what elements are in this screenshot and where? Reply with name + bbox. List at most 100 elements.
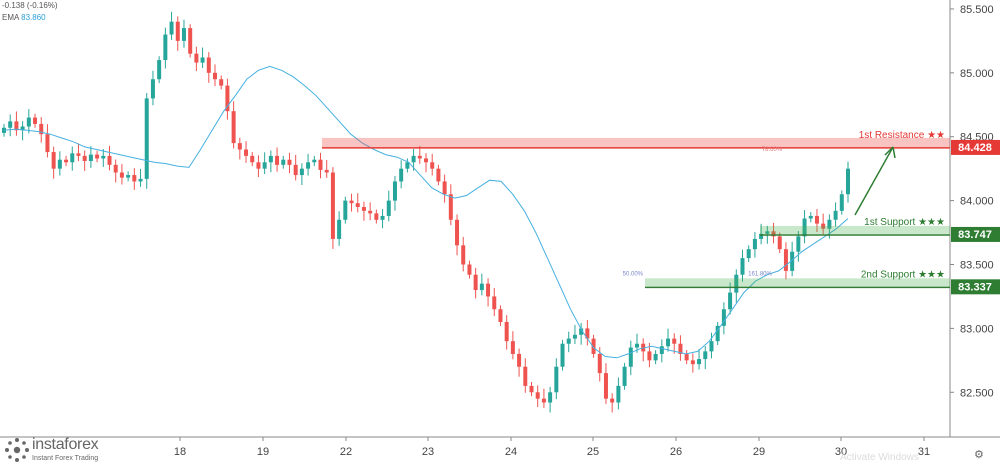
x-tick-label: 25 xyxy=(587,446,599,458)
candle-body xyxy=(374,213,379,220)
y-tick-label: 85.500 xyxy=(960,4,994,16)
candle-body xyxy=(33,117,38,124)
candle-body xyxy=(138,178,143,182)
candle-body xyxy=(622,366,627,386)
candle-body xyxy=(442,181,447,195)
candle-body xyxy=(57,159,62,169)
candle-body xyxy=(492,296,497,310)
candle-body xyxy=(765,231,770,234)
candle-body xyxy=(709,341,714,352)
candle-body xyxy=(318,159,323,170)
brand-name: instaforex xyxy=(32,436,99,453)
x-tick-label: 30 xyxy=(835,446,847,458)
projection-arrowhead xyxy=(884,146,896,159)
candle-body xyxy=(405,162,410,169)
candle-body xyxy=(163,34,168,61)
x-tick-label: 24 xyxy=(505,446,517,458)
candle-body xyxy=(678,343,683,354)
candle-body xyxy=(368,210,373,214)
candle-body xyxy=(603,373,608,399)
candle-body xyxy=(759,233,764,239)
candle-body xyxy=(70,153,75,163)
candle-body xyxy=(666,338,671,347)
candle-body xyxy=(287,159,292,165)
candle-body xyxy=(337,219,342,239)
candle-body xyxy=(498,309,503,322)
candle-body xyxy=(250,155,255,163)
candle-body xyxy=(548,392,553,403)
candle-body xyxy=(517,353,522,367)
candle-body xyxy=(808,215,813,219)
brand-logo: instaforex Instant Forex Trading xyxy=(4,436,124,464)
candle-body xyxy=(833,210,838,220)
candle-body xyxy=(95,154,100,159)
y-tick-label: 82.500 xyxy=(960,387,994,399)
candle-body xyxy=(690,360,695,365)
candle-body xyxy=(45,134,50,153)
candle-body xyxy=(244,149,249,156)
candle-body xyxy=(14,121,19,131)
candle-body xyxy=(88,154,93,161)
candle-body xyxy=(262,162,267,169)
candle-body xyxy=(703,351,708,360)
x-tick-label: 31 xyxy=(918,446,930,458)
candle-body xyxy=(225,85,230,112)
candle-body xyxy=(26,117,31,127)
candle-body xyxy=(188,28,193,54)
candle-body xyxy=(386,200,391,216)
settings-gear-icon[interactable]: ⚙ xyxy=(974,449,984,461)
candle-body xyxy=(653,353,658,361)
candle-body xyxy=(150,79,155,99)
candle-body xyxy=(752,238,757,250)
candle-body xyxy=(777,236,782,250)
candle-body xyxy=(399,168,404,182)
candle-body xyxy=(380,215,385,220)
candle-body xyxy=(684,353,689,361)
candle-body xyxy=(392,181,397,201)
fib-label: 78.60% xyxy=(762,147,783,153)
level-price-label: 84.428 xyxy=(958,142,992,154)
candle-body xyxy=(119,172,124,178)
candle-body xyxy=(616,385,621,403)
price-change-readout: -0.138 (-0.16%) xyxy=(2,1,58,11)
candle-body xyxy=(430,162,435,169)
candle-body xyxy=(486,283,491,297)
candle-body xyxy=(628,347,633,367)
candle-body xyxy=(355,203,360,207)
candle-body xyxy=(349,200,354,204)
fib-label: 50.00% xyxy=(623,271,644,277)
candle-body xyxy=(715,325,720,342)
candle-body xyxy=(169,21,174,35)
y-tick-label: 85.000 xyxy=(960,68,994,80)
fib-label: 161.80% xyxy=(748,271,772,277)
candle-body xyxy=(740,258,745,275)
candle-body xyxy=(299,168,304,176)
candle-body xyxy=(213,72,217,80)
candle-body xyxy=(821,223,826,229)
candle-body xyxy=(175,21,180,41)
candle-body xyxy=(330,172,335,239)
candle-body xyxy=(206,57,211,73)
x-tick-label: 19 xyxy=(257,446,269,458)
candle-body xyxy=(237,143,242,150)
candle-body xyxy=(76,153,81,156)
candle-body xyxy=(572,334,577,339)
level-label: 2nd Support ★★★ xyxy=(861,269,945,280)
candle-body xyxy=(281,159,286,165)
projection-arrow xyxy=(854,146,894,216)
candle-body xyxy=(157,60,162,80)
candle-body xyxy=(312,159,317,163)
y-tick-label: 83.500 xyxy=(960,260,994,272)
level-price-label: 83.337 xyxy=(958,281,992,293)
candle-body xyxy=(473,274,478,291)
candle-body xyxy=(697,359,702,365)
level-price-label: 83.747 xyxy=(958,229,992,241)
ema-readout: EMA 83.860 xyxy=(2,13,46,23)
candle-body xyxy=(101,155,106,159)
candle-body xyxy=(523,366,528,386)
candle-body xyxy=(126,175,131,178)
candle-body xyxy=(541,398,546,403)
candle-body xyxy=(51,152,56,169)
